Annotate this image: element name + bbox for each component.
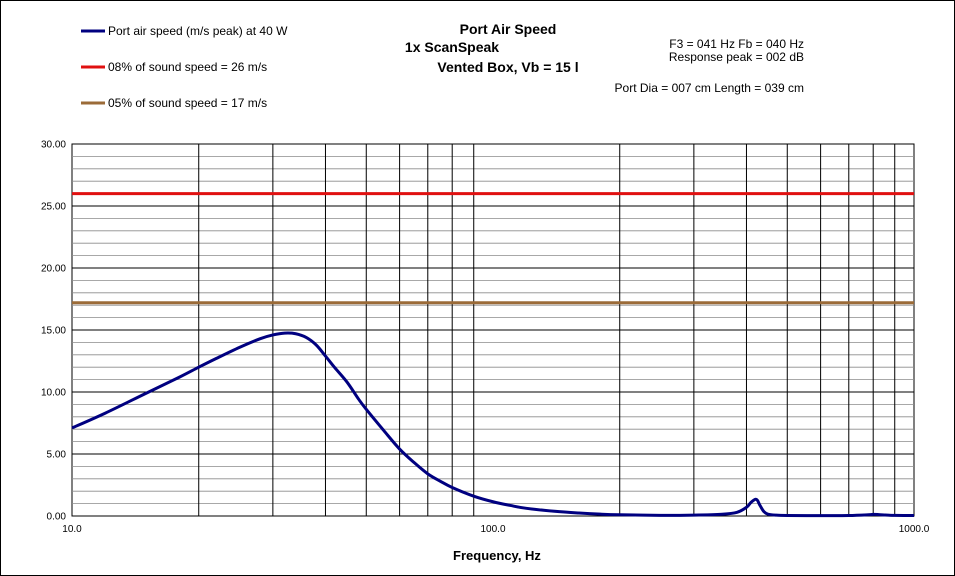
series-line-0 [71, 331, 915, 518]
title-line: 1x ScanSpeak [405, 39, 499, 55]
x-tick-label: 1000.0 [899, 524, 930, 535]
grid [71, 143, 915, 517]
y-tick-label: 30.00 [41, 140, 66, 151]
title-line: Vented Box, Vb = 15 l [437, 59, 578, 75]
y-tick-label: 0.00 [47, 512, 67, 523]
info-line: F3 = 041 Hz Fb = 040 Hz [669, 37, 804, 51]
legend-entry: 05% of sound speed = 17 m/s [108, 96, 267, 110]
series-lines [71, 192, 915, 518]
y-tick-label: 25.00 [41, 202, 66, 213]
info-line: Port Dia = 007 cm Length = 039 cm [615, 81, 804, 95]
y-tick-label: 15.00 [41, 326, 66, 337]
y-tick-label: 5.00 [47, 450, 67, 461]
legend-entry: 08% of sound speed = 26 m/s [108, 60, 267, 74]
legend: Port air speed (m/s peak) at 40 W 08% of … [81, 24, 288, 110]
y-tick-labels: 0.00 5.00 10.00 15.00 20.00 25.00 30.00 [41, 140, 66, 523]
x-axis-label: Frequency, Hz [453, 548, 541, 563]
info-line: Response peak = 002 dB [669, 50, 804, 64]
legend-entry: Port air speed (m/s peak) at 40 W [108, 24, 288, 38]
x-tick-label: 10.0 [62, 524, 82, 535]
y-tick-label: 10.00 [41, 388, 66, 399]
chart-title: Port Air Speed 1x ScanSpeak Vented Box, Vb… [405, 21, 579, 75]
x-tick-label: 100.0 [480, 524, 505, 535]
x-tick-labels: 10.0 100.0 1000.0 [62, 524, 929, 535]
title-line: Port Air Speed [460, 21, 557, 37]
y-tick-label: 20.00 [41, 264, 66, 275]
